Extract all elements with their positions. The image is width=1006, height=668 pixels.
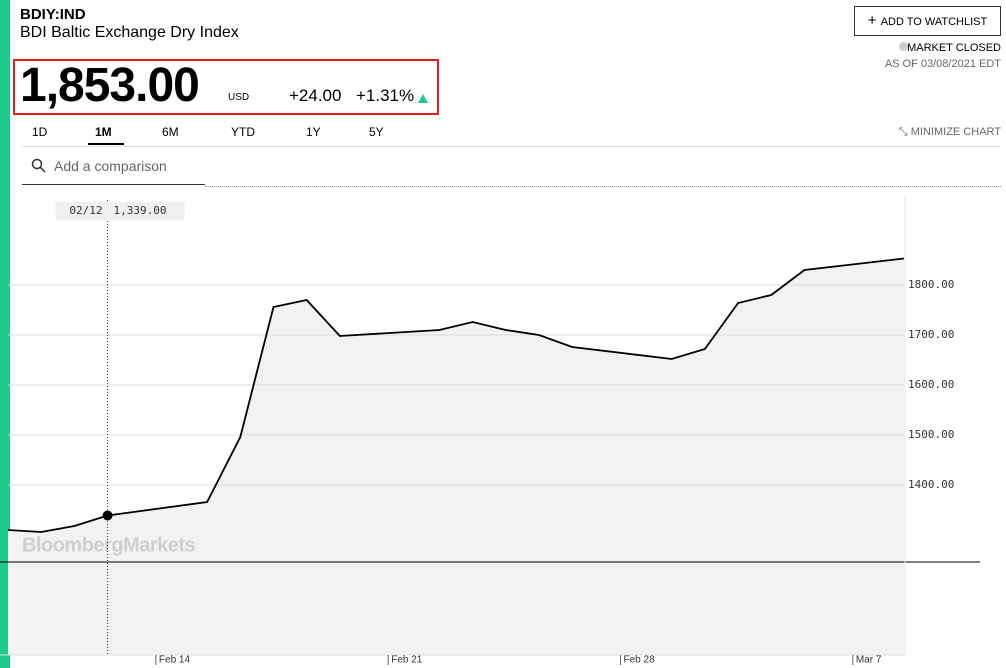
index-name: BDI Baltic Exchange Dry Index (20, 24, 239, 41)
range-tab[interactable]: YTD (231, 125, 255, 139)
range-tab[interactable]: 1D (32, 125, 48, 139)
crosshair-label-bg (55, 202, 185, 220)
x-tick-label: Feb 21 (391, 655, 423, 666)
minimize-label: MINIMIZE CHART (910, 126, 1001, 138)
area-fill (8, 258, 904, 655)
y-tick-label: 1800.00 (908, 278, 954, 291)
change: +24.00 (289, 86, 342, 105)
tab-underline (88, 143, 124, 145)
y-tick-label: 1500.00 (908, 428, 954, 441)
crosshair-value: 1,339.00 (114, 204, 167, 217)
divider (22, 146, 1001, 147)
range-tab[interactable]: 1Y (306, 125, 321, 139)
input-underline (22, 184, 205, 185)
x-tick-label: Feb 28 (624, 655, 656, 666)
ticker: BDIY:IND (20, 6, 86, 23)
x-tick-label: Mar 7 (856, 655, 882, 666)
dotted-divider (205, 186, 1001, 187)
search-icon (31, 158, 46, 173)
up-arrow (418, 94, 428, 103)
range-tab[interactable]: 5Y (369, 125, 384, 139)
status-dot (899, 42, 908, 51)
watchlist-label: ADD TO WATCHLIST (880, 16, 988, 28)
market-status: MARKET CLOSED (907, 42, 1001, 54)
crosshair-point (102, 510, 113, 521)
accent-bar (0, 0, 10, 668)
highlight-box (13, 59, 439, 115)
minimize-chart[interactable]: ⤡ MINIMIZE CHART (898, 126, 1001, 138)
currency: USD (228, 92, 250, 103)
price: 1,853.00 (20, 59, 200, 112)
y-tick-label: 1700.00 (908, 328, 954, 341)
watermark: BloombergMarkets (22, 534, 196, 556)
y-tick-label: 1600.00 (908, 378, 954, 391)
watchlist-button[interactable]: + ADD TO WATCHLIST (854, 6, 1001, 36)
as-of: AS OF 03/08/2021 EDT (884, 58, 1001, 70)
comparison-input[interactable]: Add a comparison (54, 158, 167, 174)
range-tab[interactable]: 1M (95, 125, 112, 139)
price-line (7, 257, 905, 533)
x-tick-label: Feb 14 (159, 655, 191, 666)
change-percent: +1.31% (356, 86, 415, 105)
crosshair-date: 02/12 (69, 204, 102, 217)
y-tick-label: 1400.00 (908, 478, 954, 491)
range-tab[interactable]: 6M (162, 125, 179, 139)
